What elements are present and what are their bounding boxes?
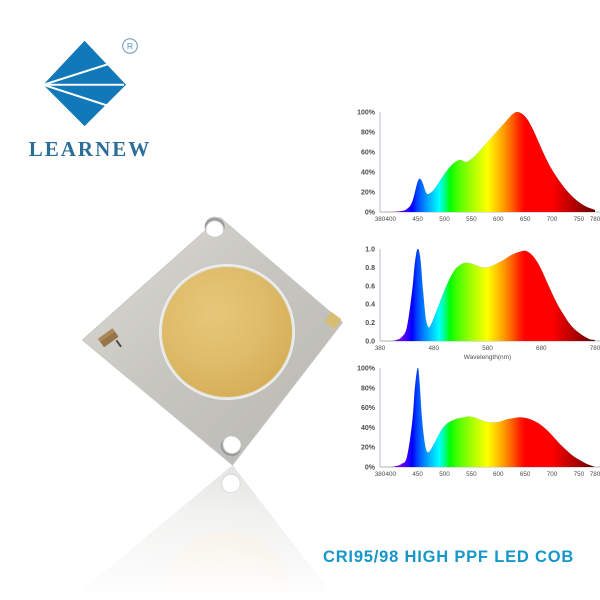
svg-text:100%: 100% (357, 110, 376, 117)
svg-text:680: 680 (536, 345, 547, 352)
svg-text:400: 400 (386, 471, 397, 478)
svg-text:0.2: 0.2 (365, 320, 375, 327)
svg-text:60%: 60% (361, 150, 376, 157)
svg-text:20%: 20% (361, 445, 376, 452)
svg-text:80%: 80% (361, 385, 376, 392)
svg-text:500: 500 (439, 216, 450, 223)
svg-text:550: 550 (466, 471, 477, 478)
svg-text:600: 600 (493, 216, 504, 223)
svg-text:20%: 20% (361, 190, 376, 197)
svg-text:500: 500 (439, 471, 450, 478)
svg-text:700: 700 (547, 216, 558, 223)
svg-text:480: 480 (429, 345, 440, 352)
svg-text:780: 780 (590, 216, 600, 223)
svg-text:400: 400 (386, 216, 397, 223)
svg-text:380: 380 (375, 471, 386, 478)
svg-text:580: 580 (482, 345, 493, 352)
svg-text:450: 450 (412, 216, 423, 223)
svg-text:380: 380 (375, 345, 386, 352)
svg-text:380: 380 (375, 216, 386, 223)
svg-text:0.8: 0.8 (365, 265, 375, 272)
svg-text:650: 650 (520, 471, 531, 478)
svg-text:40%: 40% (361, 425, 376, 432)
svg-text:550: 550 (466, 216, 477, 223)
svg-text:100%: 100% (357, 366, 376, 373)
svg-text:750: 750 (574, 216, 585, 223)
svg-text:0.4: 0.4 (365, 302, 375, 309)
svg-text:650: 650 (520, 216, 531, 223)
svg-text:1.0: 1.0 (365, 247, 375, 254)
svg-text:780: 780 (590, 345, 600, 352)
svg-text:Wavelength(nm): Wavelength(nm) (464, 354, 511, 361)
svg-text:700: 700 (547, 471, 558, 478)
svg-text:60%: 60% (361, 405, 376, 412)
svg-text:0.6: 0.6 (365, 283, 375, 290)
svg-text:780: 780 (590, 471, 600, 478)
svg-text:40%: 40% (361, 170, 376, 177)
svg-text:0.0: 0.0 (365, 339, 375, 346)
svg-text:750: 750 (574, 471, 585, 478)
svg-text:600: 600 (493, 471, 504, 478)
svg-text:80%: 80% (361, 130, 376, 137)
svg-text:450: 450 (412, 471, 423, 478)
